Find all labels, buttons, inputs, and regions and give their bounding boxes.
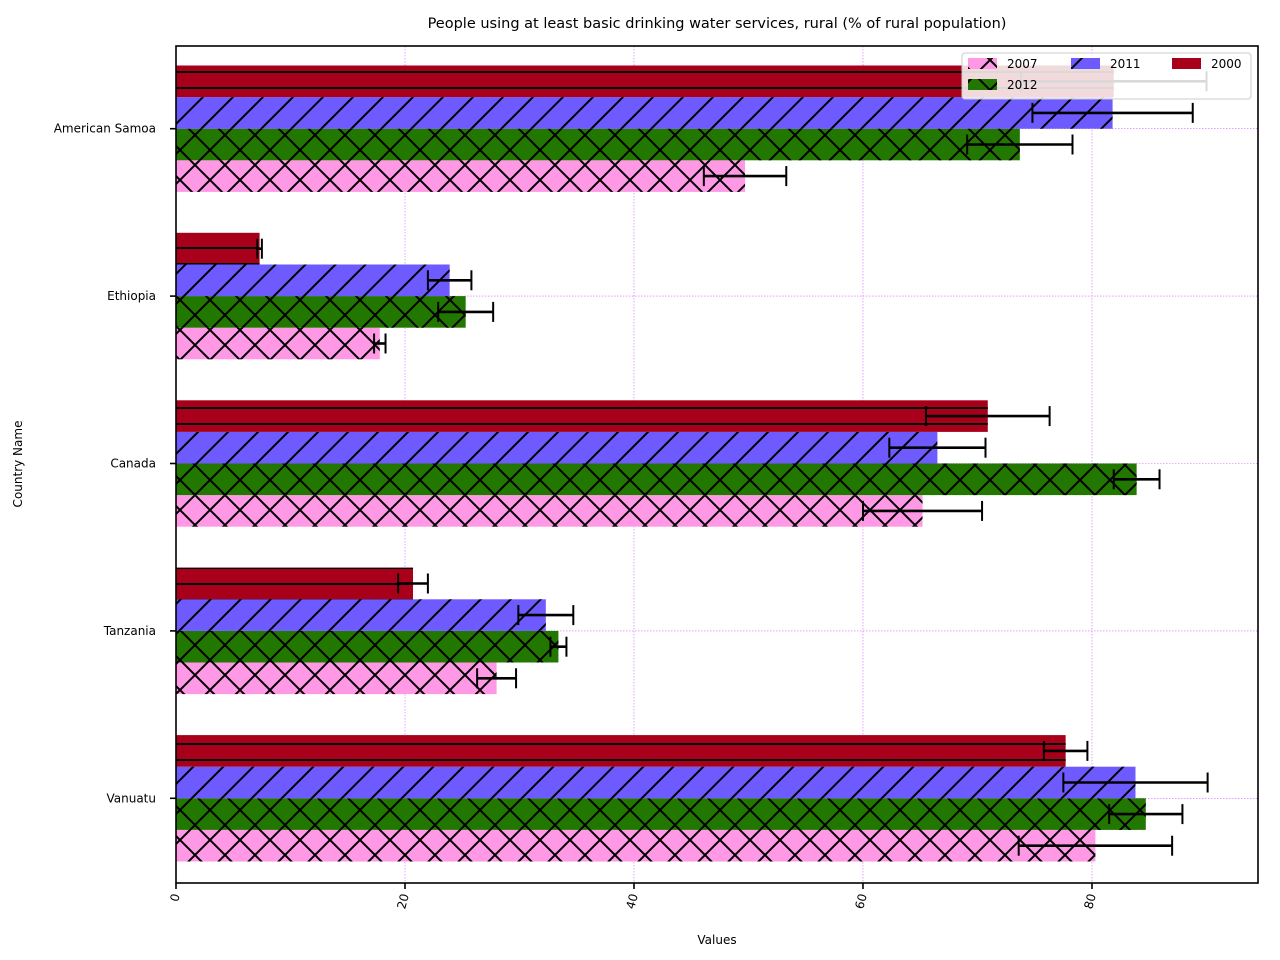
x-tick-label-4: 80 bbox=[1081, 892, 1098, 910]
legend-swatch-hatch-2011 bbox=[1071, 58, 1100, 69]
bar-hatch-2007-0 bbox=[176, 160, 746, 192]
bar-hatch-2000-0 bbox=[176, 65, 1114, 98]
bar-hatch-2011-3 bbox=[176, 599, 546, 631]
bars bbox=[176, 65, 1146, 862]
bar-hatch-2011-1 bbox=[176, 264, 450, 297]
legend-swatch-hatch-2007 bbox=[968, 58, 997, 69]
y-axis-title: Country Name bbox=[11, 421, 25, 508]
bar-hatch-2007-1 bbox=[176, 327, 380, 360]
bar-hatch-2000-3 bbox=[176, 567, 414, 600]
bar-hatch-2012-1 bbox=[176, 296, 466, 328]
bar-hatch-2011-4 bbox=[176, 766, 1136, 799]
x-tick-label-2: 40 bbox=[623, 892, 640, 910]
y-tick-label-0: American Samoa bbox=[54, 122, 156, 136]
x-axis-title: Values bbox=[697, 933, 736, 947]
legend: 2007 2011 2000 2012 bbox=[961, 52, 1252, 100]
bar-hatch-2011-0 bbox=[176, 97, 1113, 129]
y-tick-label-2: Canada bbox=[110, 457, 156, 471]
chart-title: People using at least basic drinking wat… bbox=[428, 16, 1007, 32]
bar-hatch-2012-0 bbox=[176, 128, 1020, 161]
bar-hatch-2012-3 bbox=[176, 630, 559, 663]
bar-hatch-2000-2 bbox=[176, 400, 988, 432]
legend-label-2012: 2012 bbox=[1007, 78, 1038, 92]
bar-hatch-2007-4 bbox=[176, 829, 1096, 862]
bar-hatch-2012-2 bbox=[176, 463, 1137, 496]
axes: 0 20 40 60 80 American Samoa Ethiopia Canada Tan… bbox=[54, 45, 1259, 911]
bar-hatch-2011-2 bbox=[176, 431, 938, 464]
legend-label-2007: 2007 bbox=[1007, 57, 1038, 71]
legend-swatch-hatch-2000 bbox=[1172, 58, 1201, 69]
error-bars bbox=[256, 71, 1209, 856]
bar-hatch-2012-4 bbox=[176, 798, 1146, 830]
legend-label-2011: 2011 bbox=[1110, 57, 1141, 71]
x-tick-label-1: 20 bbox=[394, 892, 411, 910]
bar-hatch-2000-4 bbox=[176, 735, 1066, 767]
legend-box bbox=[961, 52, 1252, 100]
y-tick-label-3: Tanzania bbox=[103, 624, 156, 638]
legend-swatch-hatch-2012 bbox=[968, 79, 997, 90]
y-tick-label-1: Ethiopia bbox=[107, 289, 156, 303]
plot-frame bbox=[175, 45, 1259, 884]
bar-hatch-2000-1 bbox=[176, 232, 260, 265]
legend-label-2000: 2000 bbox=[1211, 57, 1242, 71]
y-tick-label-4: Vanuatu bbox=[106, 791, 156, 805]
bar-hatch-2007-3 bbox=[176, 662, 497, 695]
x-tick-label-0: 0 bbox=[167, 892, 183, 903]
bar-hatch-2007-2 bbox=[176, 495, 923, 527]
x-tick-label-3: 60 bbox=[852, 892, 869, 910]
